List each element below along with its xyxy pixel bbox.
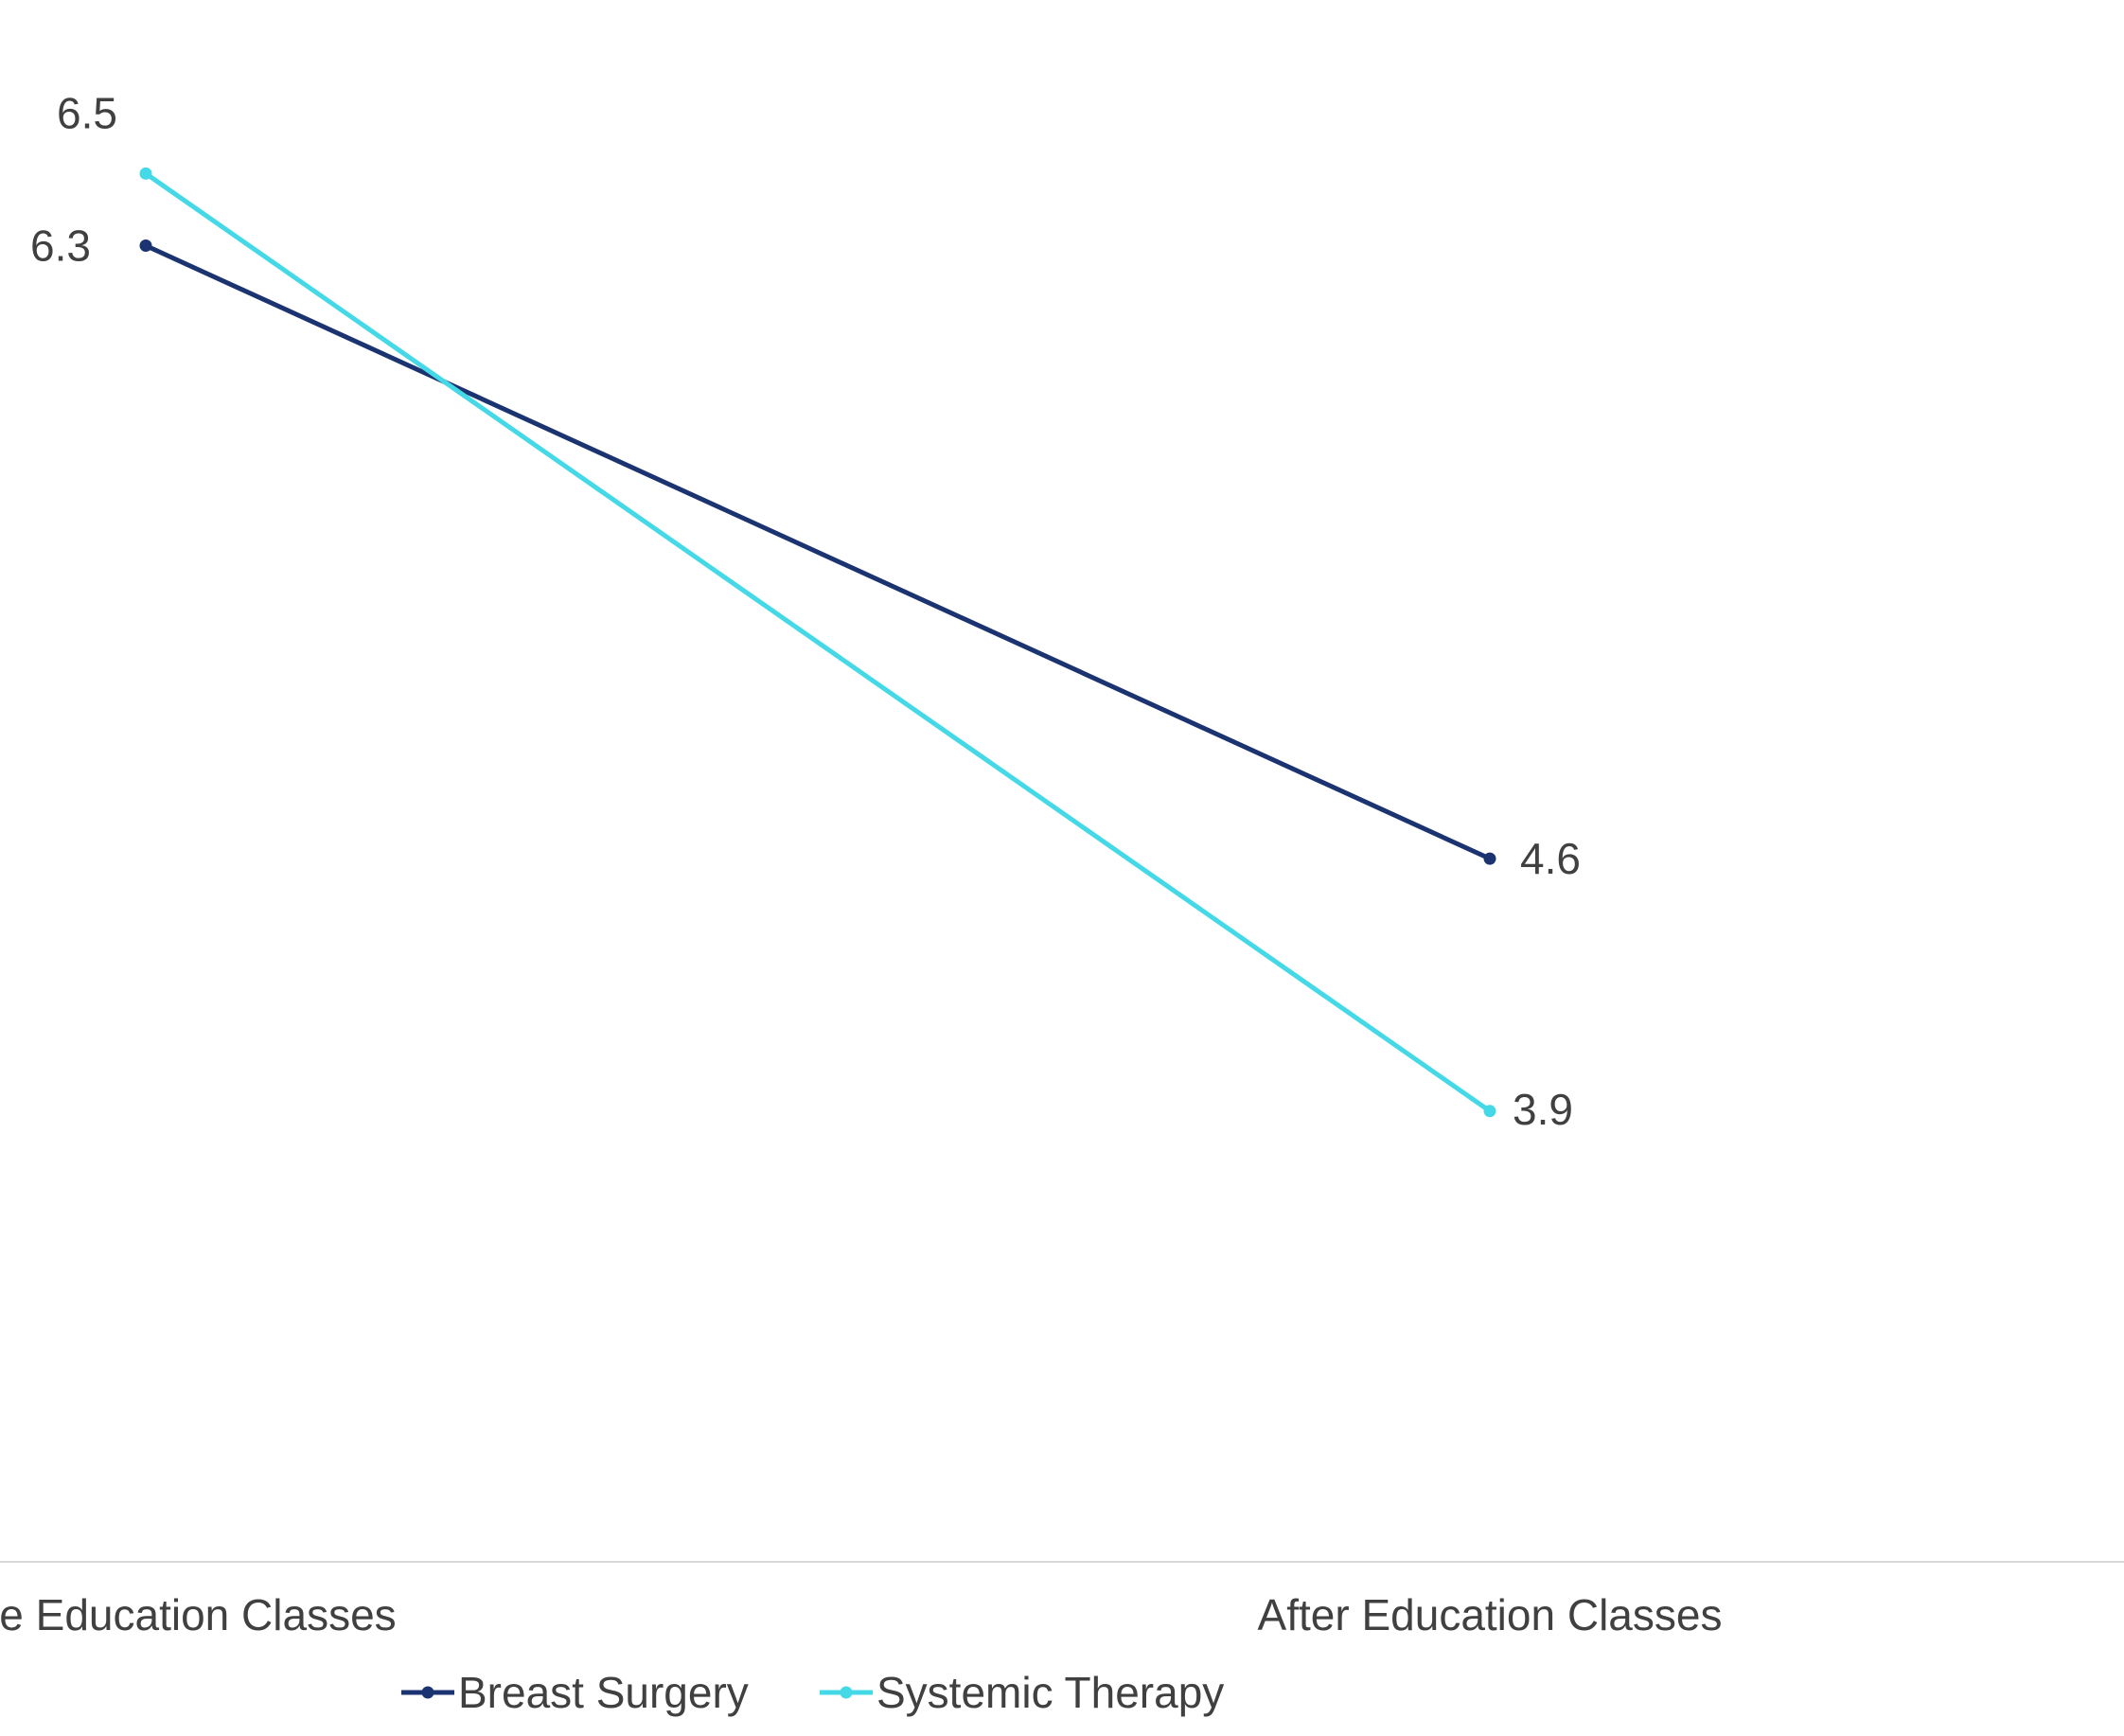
data-label: 6.3 [30, 221, 91, 271]
data-point-marker [139, 239, 152, 253]
legend-label: Breast Surgery [458, 1668, 749, 1717]
data-label: 3.9 [1513, 1085, 1573, 1134]
legend-swatch-marker [840, 1686, 853, 1699]
data-labels: 6.3 4.6 6.5 3.9 [30, 88, 1581, 1133]
data-label: 6.5 [57, 88, 117, 137]
data-point-marker [1483, 852, 1496, 865]
series-line [143, 243, 1493, 861]
data-label: 4.6 [1520, 834, 1581, 883]
series-line [143, 170, 1493, 1114]
legend-swatch-marker [421, 1686, 434, 1699]
legend: Breast Surgery Systemic Therapy [401, 1668, 1224, 1717]
data-point-marker [139, 167, 152, 180]
legend-label: Systemic Therapy [876, 1668, 1224, 1717]
axis-layer: Before Education Classes After Education … [0, 1561, 2124, 1639]
x-tick-label: Before Education Classes [0, 1590, 397, 1639]
series-lines [139, 167, 1496, 1118]
x-tick-label: After Education Classes [1258, 1590, 1723, 1639]
data-point-marker [1483, 1105, 1496, 1118]
